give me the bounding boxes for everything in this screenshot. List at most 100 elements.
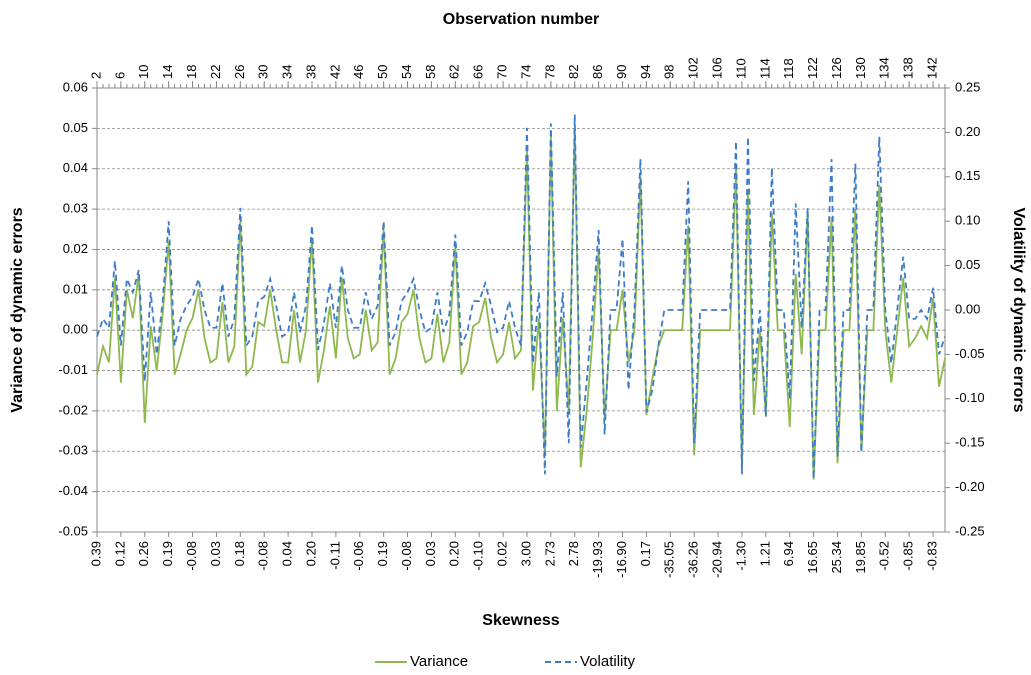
- series-line: [96, 114, 946, 479]
- top-tick-label: 118: [781, 58, 796, 79]
- top-tick-label: 102: [686, 57, 701, 79]
- top-tick-label: 82: [566, 65, 581, 79]
- top-tick-label: 38: [303, 65, 318, 79]
- bottom-tick-label: 0.19: [160, 541, 175, 566]
- y2-tick-label: -0.25: [955, 523, 985, 538]
- y-tick-label: -0.01: [58, 362, 88, 377]
- bottom-tick-label: -0.83: [924, 541, 939, 571]
- top-tick-label: 70: [495, 65, 510, 79]
- top-tick-label: 122: [805, 57, 820, 79]
- top-tick-label: 58: [423, 65, 438, 79]
- bottom-tick-label: -0.10: [471, 541, 486, 571]
- bottom-tick-label: -35.05: [662, 541, 677, 578]
- y-tick-label: 0.04: [63, 160, 88, 175]
- top-tick-label: 78: [542, 65, 557, 79]
- bottom-tick-label: -20.94: [710, 541, 725, 578]
- top-tick-label: 114: [757, 58, 772, 79]
- bottom-tick-label: -16.90: [614, 541, 629, 578]
- bottom-tick-label: 0.02: [495, 541, 510, 566]
- top-tick-label: 62: [447, 65, 462, 79]
- top-tick-label: 46: [351, 65, 366, 79]
- y-tick-label: -0.02: [58, 402, 88, 417]
- bottom-tick-label: 19.85: [853, 541, 868, 574]
- top-tick-label: 130: [853, 57, 868, 79]
- bottom-tick-label: -0.06: [351, 541, 366, 571]
- y2-tick-label: 0.10: [955, 213, 980, 228]
- bottom-tick-label: 0.26: [136, 541, 151, 566]
- bottom-tick-label: 0.04: [280, 541, 295, 566]
- bottom-tick-label: 2.73: [542, 541, 557, 566]
- bottom-tick-label: -36.26: [686, 541, 701, 578]
- series-line: [96, 128, 946, 480]
- top-tick-label: 42: [327, 65, 342, 79]
- top-tick-label: 142: [924, 57, 939, 79]
- top-tick-label: 138: [901, 57, 916, 79]
- y2-tick-label: -0.10: [955, 390, 985, 405]
- top-tick-label: 106: [710, 57, 725, 79]
- y-tick-label: 0.06: [63, 79, 88, 94]
- bottom-tick-label: 0.12: [112, 541, 127, 566]
- y2-tick-label: 0.00: [955, 301, 980, 316]
- top-axis-title: Observation number: [443, 11, 599, 28]
- top-tick-label: 98: [662, 65, 677, 79]
- y-axis-title: Variance of dynamic errors: [9, 207, 26, 413]
- y2-tick-label: 0.05: [955, 257, 980, 272]
- y2-tick-label: 0.15: [955, 168, 980, 183]
- x-axis-title: Skewness: [482, 612, 559, 629]
- top-tick-label: 94: [638, 65, 653, 79]
- top-tick-label: 110: [733, 58, 748, 79]
- y-tick-label: 0.05: [63, 120, 88, 135]
- bottom-tick-label: -0.08: [256, 541, 271, 571]
- bottom-tick-label: 2.78: [566, 541, 581, 566]
- y2-tick-label: -0.15: [955, 435, 985, 450]
- top-tick-label: 134: [877, 57, 892, 79]
- bottom-tick-label: 1.21: [757, 541, 772, 566]
- y2-tick-label: 0.20: [955, 124, 980, 139]
- y-tick-label: 0.02: [63, 241, 88, 256]
- top-tick-label: 30: [256, 65, 271, 79]
- bottom-tick-label: -1.30: [733, 541, 748, 571]
- top-tick-label: 50: [375, 65, 390, 79]
- bottom-tick-label: 25.34: [829, 541, 844, 574]
- bottom-tick-label: 0.17: [638, 541, 653, 566]
- y2-tick-label: 0.25: [955, 79, 980, 94]
- bottom-tick-label: -0.11: [327, 541, 342, 570]
- top-tick-label: 6: [112, 72, 127, 79]
- top-tick-label: 126: [829, 57, 844, 79]
- y-tick-label: -0.03: [58, 443, 88, 458]
- bottom-tick-label: 0.20: [447, 541, 462, 566]
- y2-tick-label: -0.20: [955, 479, 985, 494]
- y-tick-label: 0.00: [63, 322, 88, 337]
- y-tick-label: -0.05: [58, 523, 88, 538]
- bottom-tick-label: 0.03: [423, 541, 438, 566]
- y2-axis-title: Volatility of dynamic errors: [1010, 207, 1027, 412]
- bottom-tick-label: 0.03: [208, 541, 223, 566]
- bottom-tick-label: 6.94: [781, 541, 796, 566]
- bottom-tick-label: -0.52: [877, 541, 892, 571]
- top-tick-label: 18: [184, 65, 199, 79]
- top-tick-label: 14: [160, 65, 175, 79]
- top-tick-label: 22: [208, 65, 223, 79]
- y-tick-label: -0.04: [58, 483, 88, 498]
- bottom-tick-label: 3.00: [518, 541, 533, 566]
- top-tick-label: 26: [232, 65, 247, 79]
- top-tick-label: 2: [88, 72, 103, 79]
- bottom-tick-label: 0.18: [232, 541, 247, 566]
- top-tick-label: 54: [399, 65, 414, 79]
- top-tick-label: 86: [590, 65, 605, 79]
- bottom-tick-label: 0.20: [303, 541, 318, 566]
- y-tick-label: 0.01: [63, 281, 88, 296]
- legend-label: Volatility: [580, 653, 636, 670]
- top-tick-label: 10: [136, 65, 151, 79]
- bottom-tick-label: 0.39: [88, 541, 103, 566]
- top-tick-label: 90: [614, 65, 629, 79]
- bottom-tick-label: 0.19: [375, 541, 390, 566]
- bottom-tick-label: -0.85: [901, 541, 916, 571]
- top-tick-label: 74: [518, 65, 533, 79]
- bottom-tick-label: -0.08: [184, 541, 199, 571]
- legend-label: Variance: [410, 653, 468, 670]
- y2-tick-label: -0.05: [955, 346, 985, 361]
- top-tick-label: 34: [280, 65, 295, 79]
- y-tick-label: 0.03: [63, 201, 88, 216]
